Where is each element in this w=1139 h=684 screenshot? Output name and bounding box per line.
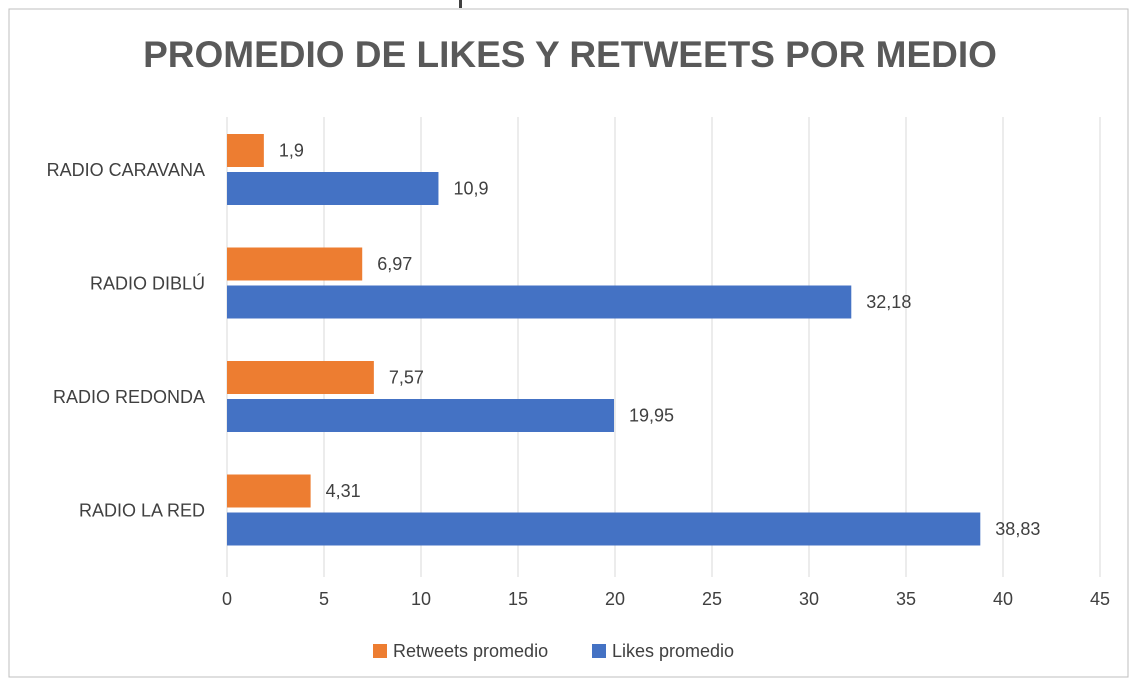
data-label: 1,9 bbox=[279, 140, 304, 160]
data-label: 19,95 bbox=[629, 405, 674, 425]
category-labels: RADIO CARAVANA RADIO DIBLÚ RADIO REDONDA RA… bbox=[47, 160, 205, 521]
bars bbox=[227, 134, 981, 546]
legend-swatch-retweets bbox=[373, 644, 387, 658]
legend-label: Retweets promedio bbox=[393, 641, 548, 661]
data-label: 32,18 bbox=[866, 292, 911, 312]
cropped-text-fragment bbox=[459, 0, 462, 8]
category-label: RADIO LA RED bbox=[79, 500, 205, 520]
retweets-bar bbox=[227, 361, 374, 394]
x-tick-label: 25 bbox=[702, 589, 722, 609]
data-label: 7,57 bbox=[389, 367, 424, 387]
x-tick-label: 40 bbox=[993, 589, 1013, 609]
retweets-bar bbox=[227, 247, 363, 281]
chart-title: PROMEDIO DE LIKES Y RETWEETS POR MEDIO bbox=[143, 34, 997, 75]
likes-bar bbox=[227, 512, 981, 546]
likes-bar bbox=[227, 399, 615, 432]
legend-label: Likes promedio bbox=[612, 641, 734, 661]
chart-border bbox=[8, 8, 1129, 678]
x-tick-labels: 0 5 10 15 20 25 30 35 40 45 bbox=[222, 589, 1110, 609]
retweets-bar bbox=[227, 474, 311, 508]
likes-bar bbox=[227, 285, 852, 319]
data-label: 38,83 bbox=[995, 519, 1040, 539]
data-labels: 1,9 10,9 6,97 32,18 7,57 19,95 4,31 38,83 bbox=[279, 140, 1040, 539]
x-tick-label: 30 bbox=[799, 589, 819, 609]
category-label: RADIO REDONDA bbox=[53, 387, 205, 407]
category-label: RADIO DIBLÚ bbox=[90, 272, 205, 293]
category-label: RADIO CARAVANA bbox=[47, 160, 205, 180]
x-tick-label: 20 bbox=[605, 589, 625, 609]
legend-swatch-likes bbox=[592, 644, 606, 658]
retweets-bar bbox=[227, 134, 264, 167]
likes-bar bbox=[227, 172, 439, 205]
x-tick-label: 15 bbox=[508, 589, 528, 609]
x-tick-label: 10 bbox=[411, 589, 431, 609]
x-tick-label: 35 bbox=[896, 589, 916, 609]
x-tick-label: 45 bbox=[1090, 589, 1110, 609]
x-tick-label: 5 bbox=[319, 589, 329, 609]
data-label: 6,97 bbox=[377, 254, 412, 274]
data-label: 10,9 bbox=[453, 178, 488, 198]
data-label: 4,31 bbox=[326, 481, 361, 501]
x-tick-label: 0 bbox=[222, 589, 232, 609]
legend: Retweets promedio Likes promedio bbox=[373, 641, 734, 661]
